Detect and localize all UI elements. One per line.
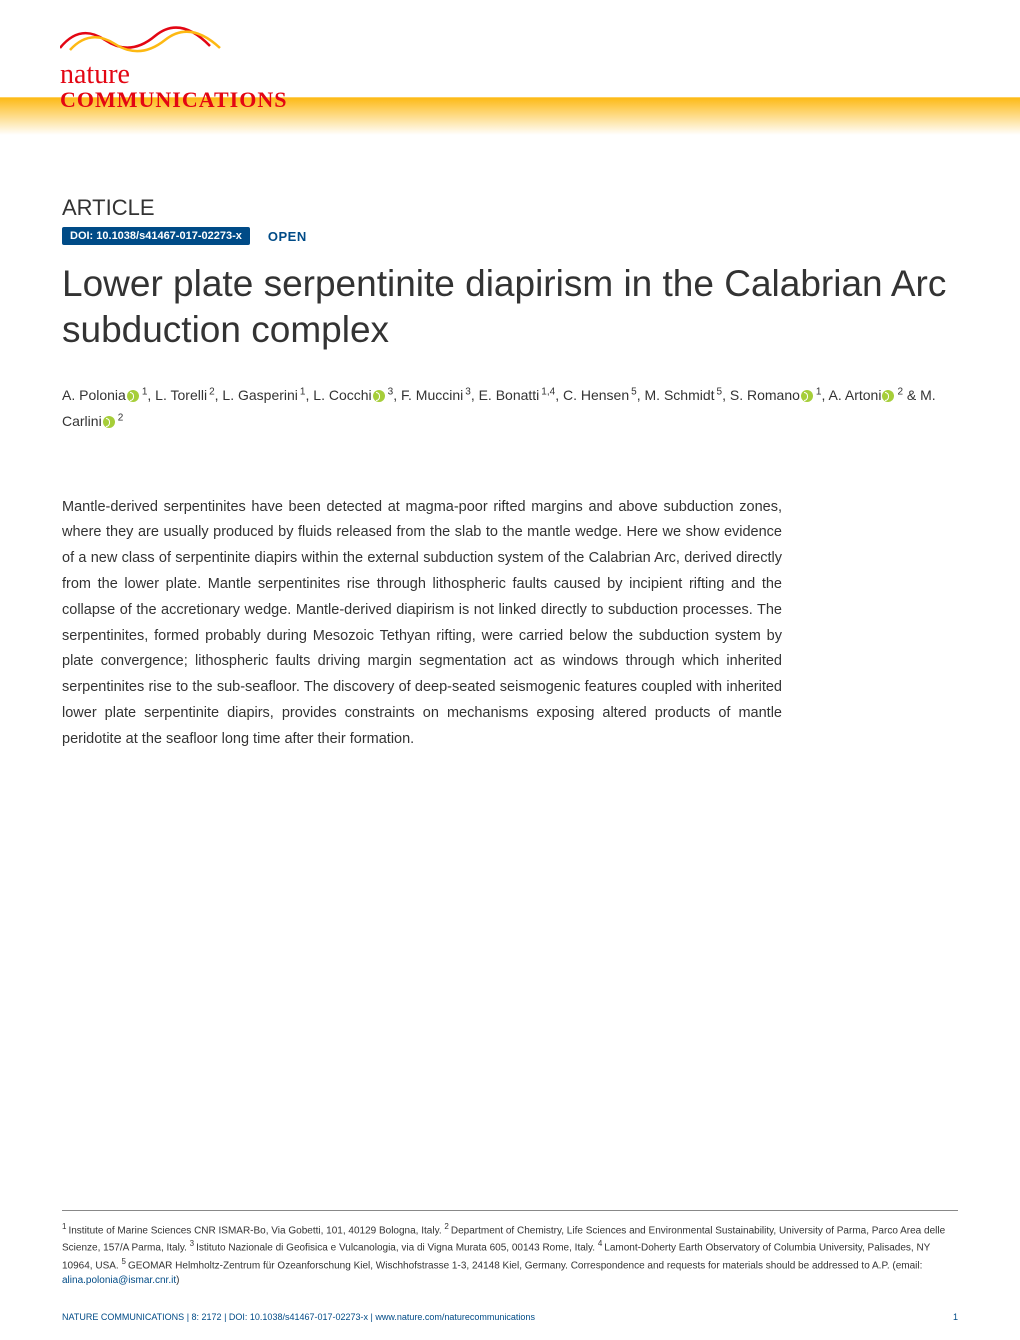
logo-wave-icon bbox=[60, 18, 240, 56]
logo-top: nature bbox=[60, 61, 287, 89]
page-footer: NATURE COMMUNICATIONS | 8: 2172 | DOI: 1… bbox=[62, 1312, 958, 1322]
author-list: A. Polonia 1, L. Torelli 2, L. Gasperini… bbox=[62, 382, 958, 435]
article-content: ARTICLE DOI: 10.1038/s41467-017-02273-x … bbox=[0, 135, 1020, 753]
abstract-text: Mantle-derived serpentinites have been d… bbox=[62, 495, 782, 753]
orcid-icon bbox=[103, 416, 115, 428]
doi-badge: DOI: 10.1038/s41467-017-02273-x bbox=[62, 227, 250, 245]
footer-citation: NATURE COMMUNICATIONS | 8: 2172 | DOI: 1… bbox=[62, 1312, 535, 1322]
article-type-label: ARTICLE bbox=[62, 195, 958, 221]
footer-url: | www.nature.com/naturecommunications bbox=[371, 1312, 535, 1322]
doi-row: DOI: 10.1038/s41467-017-02273-x OPEN bbox=[62, 227, 958, 245]
journal-header-band: nature COMMUNICATIONS bbox=[0, 0, 1020, 135]
logo-text: nature COMMUNICATIONS bbox=[60, 61, 287, 111]
orcid-icon bbox=[801, 390, 813, 402]
footer-doi: | DOI: 10.1038/s41467-017-02273-x bbox=[224, 1312, 368, 1322]
footer-vol: | 8: 2172 bbox=[187, 1312, 222, 1322]
orcid-icon bbox=[882, 390, 894, 402]
article-title: Lower plate serpentinite diapirism in th… bbox=[62, 261, 958, 354]
affiliations-block: 1 Institute of Marine Sciences CNR ISMAR… bbox=[62, 1210, 958, 1288]
open-access-label: OPEN bbox=[268, 229, 307, 244]
orcid-icon bbox=[127, 390, 139, 402]
orcid-icon bbox=[373, 390, 385, 402]
footer-journal: NATURE COMMUNICATIONS bbox=[62, 1312, 184, 1322]
logo-bottom: COMMUNICATIONS bbox=[60, 89, 287, 111]
page-number: 1 bbox=[953, 1312, 958, 1322]
corr-email-link[interactable]: alina.polonia@ismar.cnr.it bbox=[62, 1275, 176, 1286]
journal-logo: nature COMMUNICATIONS bbox=[60, 18, 287, 111]
